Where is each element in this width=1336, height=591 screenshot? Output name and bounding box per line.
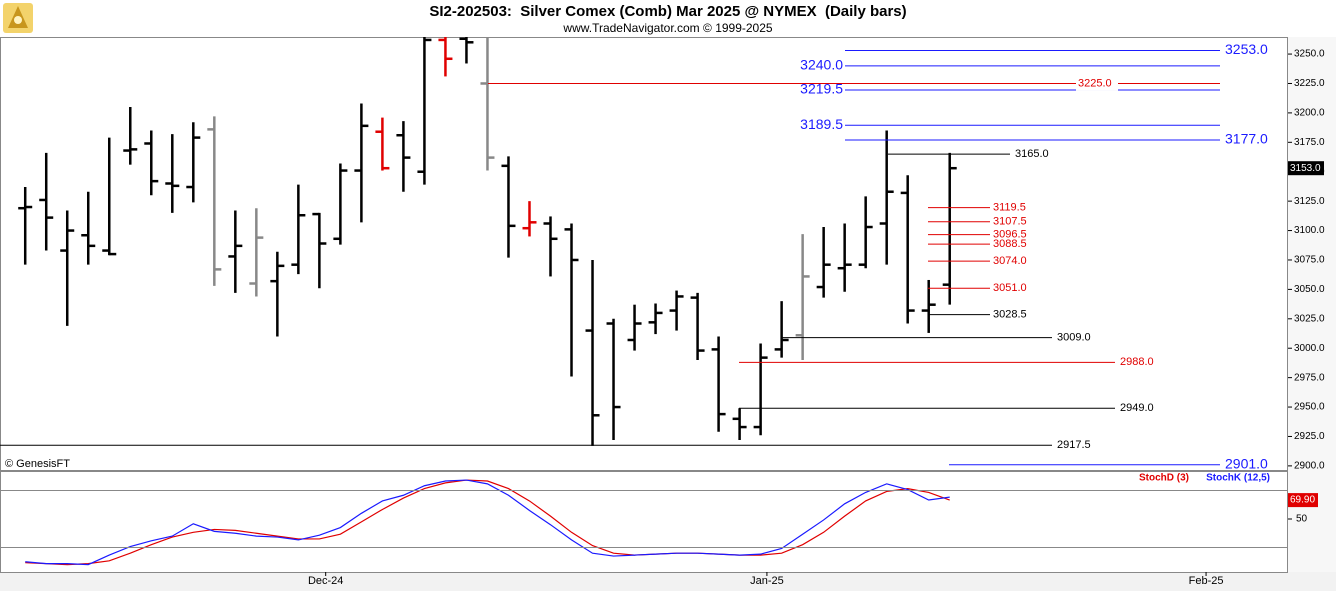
legend-entry: StochD (3) (1139, 473, 1189, 484)
y-tick-label: 3200.0 (1294, 108, 1325, 119)
level-label: 2917.5 (1057, 439, 1091, 451)
level-label: 3253.0 (1225, 41, 1268, 57)
level-label: 3088.5 (993, 238, 1027, 250)
level-label: 3225.0 (1078, 77, 1112, 89)
level-label: 3119.5 (993, 202, 1026, 214)
price-plot (18, 37, 957, 446)
level-label: 3051.0 (993, 282, 1027, 294)
y-axis-strip (1288, 37, 1336, 572)
level-label: 2988.0 (1120, 356, 1154, 368)
x-tick-label: Jan-25 (750, 575, 784, 587)
level-label: 3189.5 (800, 116, 843, 132)
y-tick-label: 3075.0 (1294, 255, 1325, 266)
y-tick-label: 2975.0 (1294, 372, 1325, 383)
chart-subtitle: www.TradeNavigator.com © 1999-2025 (562, 21, 772, 35)
level-label: 3009.0 (1057, 332, 1091, 344)
y-tick-label: 3225.0 (1294, 78, 1325, 89)
x-axis-strip (0, 572, 1336, 591)
y-tick-label: 2925.0 (1294, 431, 1325, 442)
chart-title: SI2-202503: Silver Comex (Comb) Mar 2025… (429, 3, 906, 20)
level-label: 3219.5 (800, 81, 843, 97)
y-tick-label: 3250.0 (1294, 49, 1325, 60)
last-price-label: 3153.0 (1290, 163, 1321, 174)
level-label-bg (1076, 76, 1118, 91)
watermark: © GenesisFT (5, 458, 70, 470)
level-label: 3165.0 (1015, 148, 1049, 160)
y-tick-label: 3050.0 (1294, 284, 1325, 295)
y-tick-label: 50 (1296, 514, 1308, 525)
stoch-line (25, 479, 950, 566)
y-tick-label: 3175.0 (1294, 137, 1325, 148)
legend-entry: StochK (12,5) (1206, 473, 1270, 484)
level-label: 3028.5 (993, 309, 1027, 321)
y-tick-label: 3125.0 (1294, 196, 1325, 207)
y-tick-label: 3025.0 (1294, 313, 1325, 324)
y-tick-label: 3100.0 (1294, 225, 1325, 236)
level-label: 3107.5 (993, 216, 1027, 228)
level-label: 3074.0 (993, 255, 1027, 267)
x-tick-label: Feb-25 (1189, 575, 1224, 587)
level-label: 2949.0 (1120, 402, 1154, 414)
sub-panel-border (0, 471, 1288, 573)
y-tick-label: 2900.0 (1294, 461, 1325, 472)
last-value-label: 69.90 (1290, 495, 1315, 506)
y-tick-label: 2950.0 (1294, 402, 1325, 413)
last-value-box (1288, 493, 1318, 508)
y-tick-label: 3000.0 (1294, 343, 1325, 354)
x-tick-label: Dec-24 (308, 575, 343, 587)
main-panel-border (0, 37, 1288, 471)
logo (3, 3, 33, 33)
last-price-box (1288, 161, 1324, 176)
level-label: 3240.0 (800, 57, 843, 73)
level-label: 2901.0 (1225, 455, 1268, 471)
level-label: 3177.0 (1225, 131, 1268, 147)
level-label: 3096.5 (993, 229, 1027, 241)
